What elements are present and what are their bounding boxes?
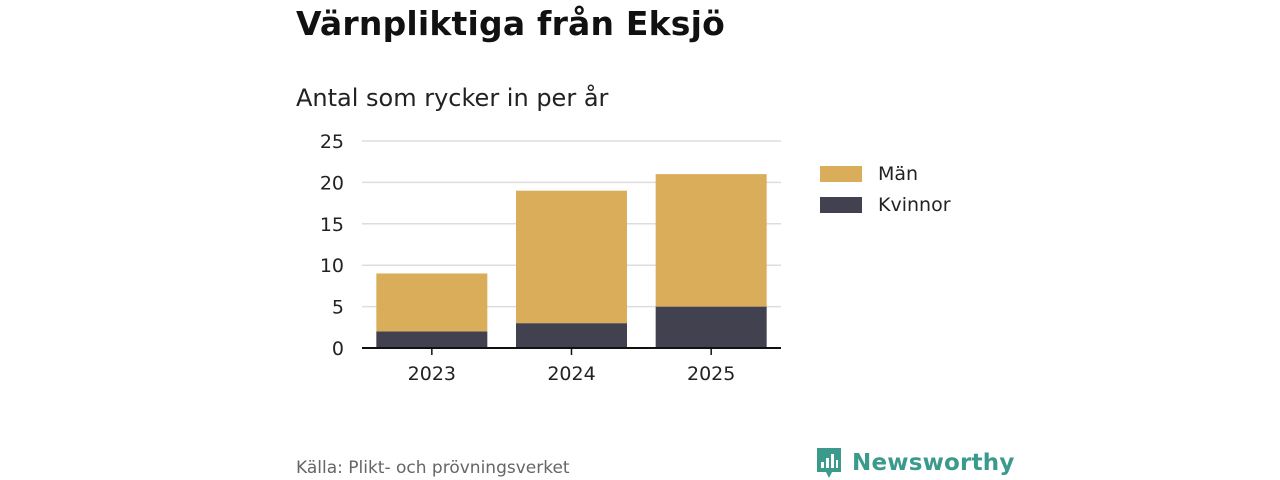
chart-subtitle: Antal som rycker in per år [296,84,609,112]
chart-title: Värnpliktiga från Eksjö [296,4,726,43]
y-tick-label: 25 [320,131,344,153]
legend-item-man: Män [820,158,951,189]
legend-item-kvinnor: Kvinnor [820,189,951,220]
x-tick-label: 2024 [547,363,595,385]
bar-mn-2024 [516,190,627,324]
newsworthy-logo-icon [817,448,841,478]
brand-name: Newsworthy [852,450,1015,476]
y-tick-label: 5 [332,297,344,319]
x-tick-label: 2025 [687,363,735,385]
legend-swatch-kvinnor [820,196,862,213]
bar-kvinnor-2025 [655,306,767,348]
x-tick-label: 2023 [408,363,456,385]
brand-logo[interactable]: Newsworthy [815,446,1015,480]
y-tick-label: 20 [320,172,344,194]
legend-label-kvinnor: Kvinnor [878,193,951,216]
bar-mn-2023 [376,273,488,332]
bar-kvinnor-2024 [516,323,627,348]
y-tick-label: 15 [320,214,344,236]
y-tick-label: 10 [320,255,344,277]
source-note: Källa: Plikt- och prövningsverket [296,458,570,478]
legend-swatch-man [820,165,862,182]
bar-mn-2025 [655,174,767,307]
chart-legend: Män Kvinnor [820,158,951,220]
bar-kvinnor-2023 [376,331,488,348]
y-tick-label: 0 [332,338,344,360]
legend-label-man: Män [878,162,919,185]
